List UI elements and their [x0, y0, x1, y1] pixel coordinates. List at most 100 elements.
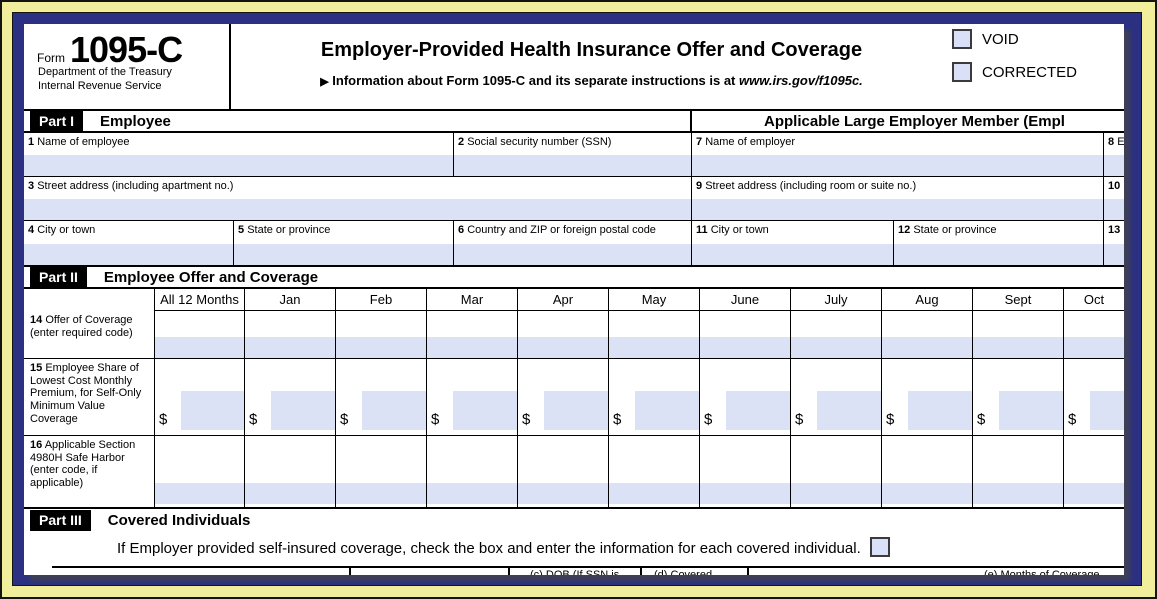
- row16-cell: [1063, 436, 1124, 507]
- row16-cell: [699, 436, 790, 507]
- part1-badge: Part I: [30, 110, 84, 132]
- row15-input[interactable]: [362, 391, 426, 430]
- row15-cell: $: [517, 359, 608, 436]
- column-divider: [747, 568, 749, 575]
- row15-cell: $: [699, 359, 790, 436]
- row15-input[interactable]: [635, 391, 699, 430]
- part3-title: Covered Individuals: [107, 512, 251, 529]
- row16-cell: [790, 436, 881, 507]
- input-employer-street[interactable]: [692, 199, 1103, 220]
- row15-cell: $: [1063, 359, 1124, 436]
- row14-input[interactable]: [882, 337, 972, 358]
- month-header-row: All 12 Months Jan Feb Mar Apr May June J…: [24, 289, 1124, 311]
- col-d-header: (d) Covered: [654, 569, 713, 575]
- field-13-clipped: 13 C: [1104, 221, 1124, 265]
- input-name-of-employer[interactable]: [692, 155, 1103, 176]
- form-word: Form: [37, 51, 65, 65]
- row14-input[interactable]: [973, 337, 1063, 358]
- input-employee-street[interactable]: [24, 199, 691, 220]
- col-apr: Apr: [517, 289, 608, 311]
- row15-input[interactable]: [999, 391, 1063, 430]
- row16-input[interactable]: [609, 483, 699, 504]
- part1-row-2: 3 Street address (including apartment no…: [24, 177, 1124, 221]
- part3-instruction-row: If Employer provided self-insured covera…: [24, 532, 1124, 564]
- void-checkbox[interactable]: [952, 29, 972, 49]
- input-name-of-employee[interactable]: [24, 155, 453, 176]
- form-title-block: Employer-Provided Health Insurance Offer…: [231, 24, 952, 109]
- form-outer-frame: Form 1095-C Department of the Treasury In…: [12, 12, 1142, 586]
- row16-input[interactable]: [427, 483, 517, 504]
- field-7-name-of-employer: 7 Name of employer: [692, 133, 1104, 176]
- row14-cell: [244, 311, 335, 359]
- void-label: VOID: [982, 30, 1019, 48]
- part3-bar: Part III Covered Individuals: [24, 507, 1124, 532]
- dollar-sign: $: [159, 411, 168, 428]
- col-may: May: [608, 289, 699, 311]
- row16-input[interactable]: [336, 483, 426, 504]
- input-employee-country-zip[interactable]: [454, 244, 691, 265]
- row16-input[interactable]: [1064, 483, 1124, 504]
- form-number: 1095-C: [70, 29, 183, 70]
- row15-input[interactable]: [726, 391, 790, 430]
- void-corrected-block: VOID CORRECTED: [952, 24, 1124, 109]
- row16-input[interactable]: [791, 483, 881, 504]
- row16-input[interactable]: [973, 483, 1063, 504]
- row16-input[interactable]: [700, 483, 790, 504]
- col-all-12-months: All 12 Months: [154, 289, 244, 311]
- row16-input[interactable]: [882, 483, 972, 504]
- input-employee-state[interactable]: [234, 244, 453, 265]
- row15-cell: $: [335, 359, 426, 436]
- row15-input[interactable]: [544, 391, 608, 430]
- field-3-street-address: 3 Street address (including apartment no…: [24, 177, 692, 220]
- row16-input[interactable]: [518, 483, 608, 504]
- row14-input[interactable]: [155, 337, 244, 358]
- col-mar: Mar: [426, 289, 517, 311]
- row15-input[interactable]: [181, 391, 244, 430]
- row15-input[interactable]: [817, 391, 881, 430]
- row14-input[interactable]: [518, 337, 608, 358]
- input-employer-state[interactable]: [894, 244, 1103, 265]
- row14-input[interactable]: [427, 337, 517, 358]
- dollar-sign: $: [977, 411, 986, 428]
- row14-cell: [608, 311, 699, 359]
- row14-input[interactable]: [791, 337, 881, 358]
- dollar-sign: $: [249, 411, 258, 428]
- row16-cell: [426, 436, 517, 507]
- input-field-8[interactable]: [1104, 155, 1124, 176]
- row16-input[interactable]: [245, 483, 335, 504]
- row15-input[interactable]: [453, 391, 517, 430]
- part1-row-1: 1 Name of employee 2 Social security num…: [24, 133, 1124, 177]
- row14-input[interactable]: [1064, 337, 1124, 358]
- col-sept: Sept: [972, 289, 1063, 311]
- row-14-offer-of-coverage: 14 Offer of Coverage (enter required cod…: [24, 311, 1124, 359]
- row16-cell: [154, 436, 244, 507]
- row14-input[interactable]: [700, 337, 790, 358]
- row-15-employee-share: 15 Employee Share of Lowest Cost Monthly…: [24, 359, 1124, 436]
- dollar-sign: $: [340, 411, 349, 428]
- corrected-checkbox[interactable]: [952, 62, 972, 82]
- column-divider: [349, 568, 351, 575]
- col-june: June: [699, 289, 790, 311]
- dollar-sign: $: [1068, 411, 1077, 428]
- row15-input[interactable]: [908, 391, 972, 430]
- input-employer-city[interactable]: [692, 244, 893, 265]
- row-16-safe-harbor: 16 Applicable Section 4980H Safe Harbor …: [24, 436, 1124, 507]
- row14-input[interactable]: [609, 337, 699, 358]
- input-field-13[interactable]: [1104, 244, 1124, 265]
- self-insured-checkbox[interactable]: [869, 537, 890, 557]
- row15-input[interactable]: [1090, 391, 1124, 430]
- field-11-employer-city: 11 City or town: [692, 221, 894, 265]
- row14-input[interactable]: [245, 337, 335, 358]
- form-instructions-line: ▶ Information about Form 1095-C and its …: [231, 73, 952, 88]
- input-ssn[interactable]: [454, 155, 691, 176]
- row14-cell: [699, 311, 790, 359]
- input-employee-city[interactable]: [24, 244, 233, 265]
- row15-input[interactable]: [271, 391, 335, 430]
- field-12-employer-state: 12 State or province: [894, 221, 1104, 265]
- input-field-10[interactable]: [1104, 199, 1124, 220]
- row16-input[interactable]: [155, 483, 244, 504]
- row14-input[interactable]: [336, 337, 426, 358]
- dollar-sign: $: [886, 411, 895, 428]
- field-8-clipped: 8 E: [1104, 133, 1124, 176]
